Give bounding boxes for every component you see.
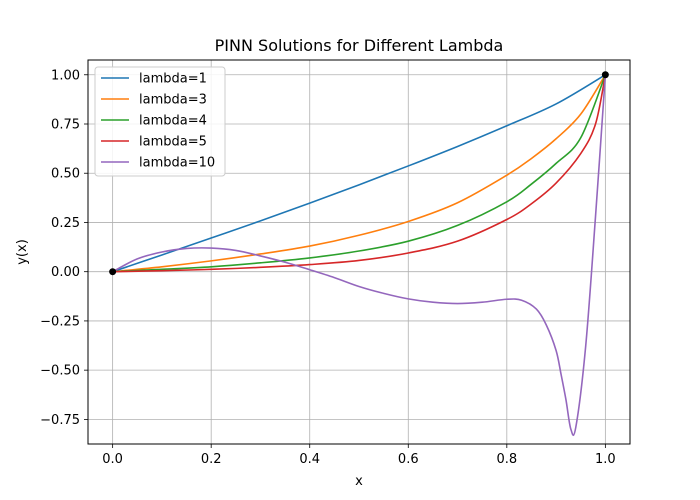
series-line-lambda-5 [111, 73, 607, 273]
x-tick-label: 0.0 [102, 452, 123, 467]
legend-box [94, 66, 226, 177]
y-tick-label: 0.00 [51, 265, 80, 280]
series-layer [111, 73, 607, 436]
x-tick-label: 0.4 [299, 452, 320, 467]
y-tick-label: −0.25 [40, 314, 80, 329]
x-axis-label: x [355, 474, 363, 489]
chart-title: PINN Solutions for Different Lambda [215, 36, 504, 55]
x-tick-label: 1.0 [595, 452, 616, 467]
x-tick-label: 0.2 [201, 452, 222, 467]
ticks-layer: 0.0 0.2 0.4 0.6 0.8 1.0 −0.75 −0.50 −0.25 0.00 0.2… [40, 68, 616, 467]
series-line-lambda-3 [111, 73, 607, 273]
series-line-lambda-1 [111, 73, 607, 273]
series-line-lambda-10 [111, 73, 607, 436]
legend-entry: lambda=5 [139, 135, 207, 150]
x-tick-label: 0.8 [496, 452, 517, 467]
y-axis-label: y(x) [15, 239, 30, 265]
legend-entry: lambda=10 [139, 156, 215, 171]
y-tick-label: 1.00 [51, 68, 80, 83]
y-tick-label: −0.75 [40, 413, 80, 428]
legend-entry: lambda=4 [139, 114, 207, 129]
x-tick-label: 0.6 [398, 452, 419, 467]
y-tick-label: 0.25 [51, 216, 80, 231]
legend-entry: lambda=3 [139, 93, 207, 108]
y-tick-label: 0.50 [51, 167, 80, 182]
points-layer [109, 71, 609, 276]
legend-entry: lambda=1 [139, 72, 207, 87]
boundary-point [109, 268, 117, 276]
plot-frame [87, 59, 631, 445]
grid-layer [88, 60, 630, 444]
y-tick-label: −0.50 [40, 364, 80, 379]
boundary-point [601, 71, 609, 79]
series-line-lambda-4 [111, 73, 607, 273]
legend: lambda=1 lambda=3 lambda=4 lambda=5 lambda=1… [94, 66, 226, 177]
y-tick-label: 0.75 [51, 118, 80, 133]
